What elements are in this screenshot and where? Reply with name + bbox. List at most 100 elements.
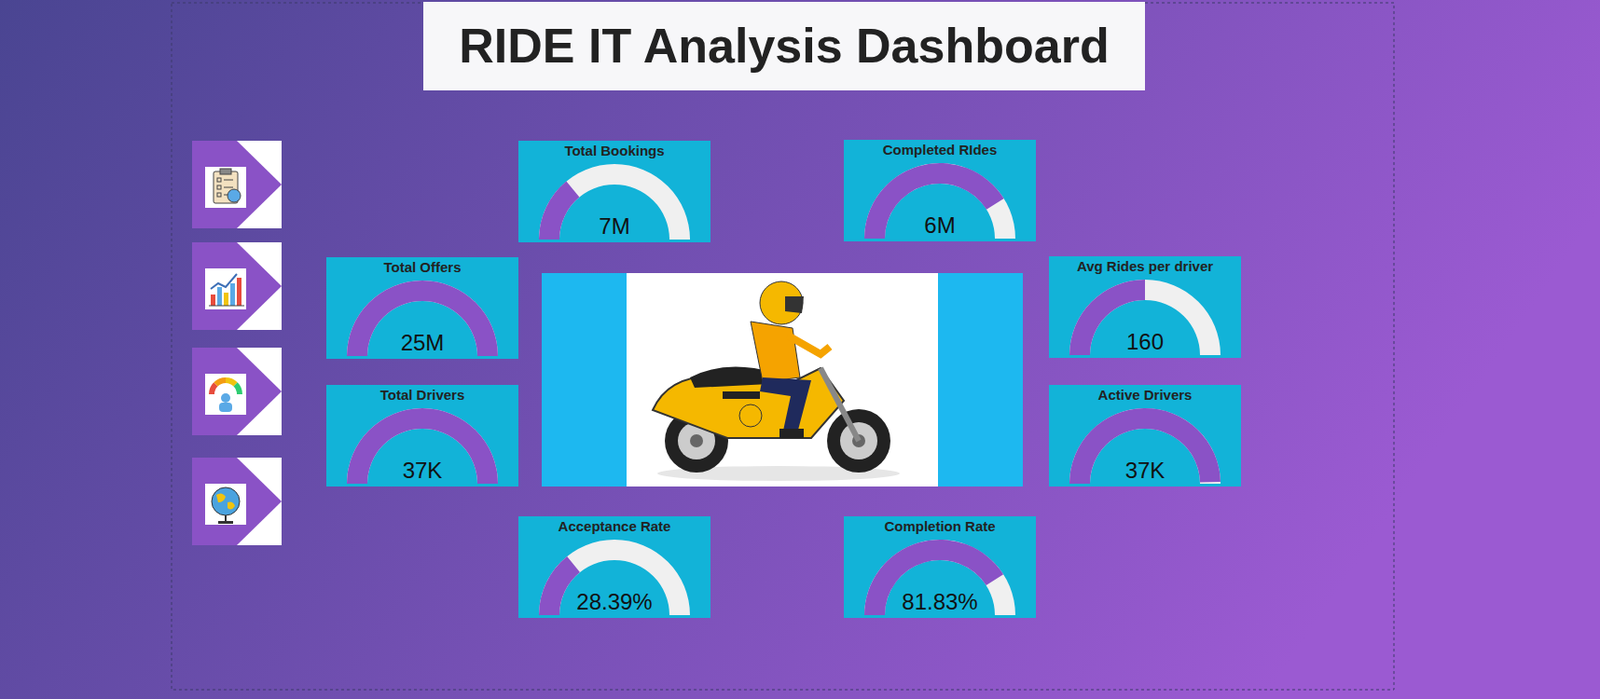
icon-part [217, 185, 221, 190]
illustration-part [739, 404, 762, 428]
gauge-marks [346, 280, 498, 357]
gauge-title: Active Drivers [1098, 386, 1193, 403]
card-bg [326, 257, 519, 359]
icon-part [217, 287, 222, 306]
illustration-part [820, 368, 859, 442]
gauge-track [1069, 279, 1221, 356]
gauge-value: 7M [598, 213, 630, 239]
icon-part [210, 294, 216, 306]
icon-bg [205, 483, 247, 525]
gauge-plot [538, 539, 690, 616]
nav-button[interactable] [192, 140, 282, 229]
icon-part [217, 193, 221, 197]
illustration-part [689, 434, 704, 448]
icon-part [230, 283, 235, 306]
canvas-border [171, 2, 1394, 690]
gauge-title: Total Bookings [564, 142, 664, 159]
gauge-card: Acceptance Rate 28.39% [518, 516, 711, 619]
illustration-part [787, 335, 830, 355]
gauge-title: Total Drivers [380, 386, 466, 403]
nav-bg [192, 242, 282, 331]
card-bg [518, 516, 711, 619]
gauge-marks [538, 556, 580, 616]
icon-part [220, 393, 231, 403]
image-panel [541, 273, 1023, 487]
gauge-track [346, 280, 498, 357]
gauge-title: Acceptance Rate [558, 518, 672, 535]
card-bg [1048, 256, 1242, 359]
gauge-track [864, 163, 1016, 239]
gauge-marks [864, 163, 1005, 239]
icon-part [217, 178, 221, 182]
gauge-plot [346, 280, 498, 357]
gauge-track [1069, 408, 1221, 484]
gauge-value: 6M [924, 212, 955, 238]
gauge-fill [1069, 408, 1221, 484]
gauge-value: 37K [1125, 457, 1166, 483]
gauge-marks [1069, 408, 1221, 484]
dashboard: RIDE IT Analysis Dashboard Total Bookings… [0, 0, 1600, 699]
card-bg [843, 516, 1036, 619]
gauge-fill [538, 181, 580, 240]
gauge-title: Completion Rate [883, 518, 995, 535]
motorbike-illustration [652, 281, 900, 482]
background [0, 0, 1600, 699]
icon-part [216, 493, 235, 510]
nav-arrow [192, 347, 282, 436]
gauge-card: Total Drivers 37K [326, 385, 519, 487]
gauge-fill [346, 408, 498, 484]
gauge-title: Avg Rides per driver [1076, 258, 1214, 275]
gauge-card: Completion Rate81.83% [843, 516, 1036, 619]
card-bg [518, 140, 711, 243]
gauge-track [864, 539, 1016, 616]
gauge-card: Completed RIdes 6M [843, 139, 1036, 242]
icon-part [233, 382, 243, 395]
card-bg [1048, 385, 1242, 487]
gauge-card: Total Offers25M [326, 257, 519, 359]
nav-button[interactable] [192, 347, 282, 436]
nav-icon [205, 483, 247, 525]
icon-part [227, 189, 241, 203]
icon-part [218, 521, 234, 525]
nav-arrow [192, 457, 282, 546]
gauge-value: 25M [400, 330, 445, 356]
gauge-value: 160 [1126, 329, 1164, 355]
gauge-card: Total Bookings 7M [518, 140, 711, 243]
nav-button[interactable] [192, 242, 282, 331]
gauge-marks [538, 181, 580, 240]
nav-arrow [192, 242, 282, 331]
gauge-marks [346, 408, 498, 484]
gauge-value: 37K [402, 457, 443, 483]
icon-part [210, 274, 237, 290]
nav-arrow [192, 140, 282, 229]
nav-icon [205, 166, 247, 208]
title-box [423, 1, 1145, 91]
gauge-fill [538, 556, 580, 616]
illustration-part [722, 391, 760, 400]
gauge-plot [864, 539, 1016, 616]
icon-part [223, 187, 234, 189]
icon-part [223, 179, 234, 181]
illustration-part [759, 281, 803, 325]
gauge-fill [864, 163, 1005, 239]
gauge-title: Completed RIdes [882, 141, 998, 158]
nav-button[interactable] [192, 457, 282, 546]
icon-part [211, 487, 240, 516]
nav-icon [205, 268, 247, 310]
icon-part [219, 402, 233, 413]
icon-part [208, 305, 245, 307]
image-bg [626, 273, 938, 487]
gauge-track [346, 408, 498, 484]
icon-bg [205, 268, 247, 310]
gauge-fill [346, 280, 498, 357]
gauge-value: 28.39% [576, 589, 652, 615]
icon-part [236, 277, 242, 306]
illustration-part [750, 321, 800, 383]
gauge-plot [1069, 279, 1221, 356]
icon-part [220, 168, 232, 175]
icon-part [224, 515, 227, 523]
gauge-marks [864, 539, 1004, 616]
nav-bg [192, 457, 282, 546]
page-title: RIDE IT Analysis Dashboard [458, 18, 1109, 73]
nav-bg [192, 140, 282, 229]
